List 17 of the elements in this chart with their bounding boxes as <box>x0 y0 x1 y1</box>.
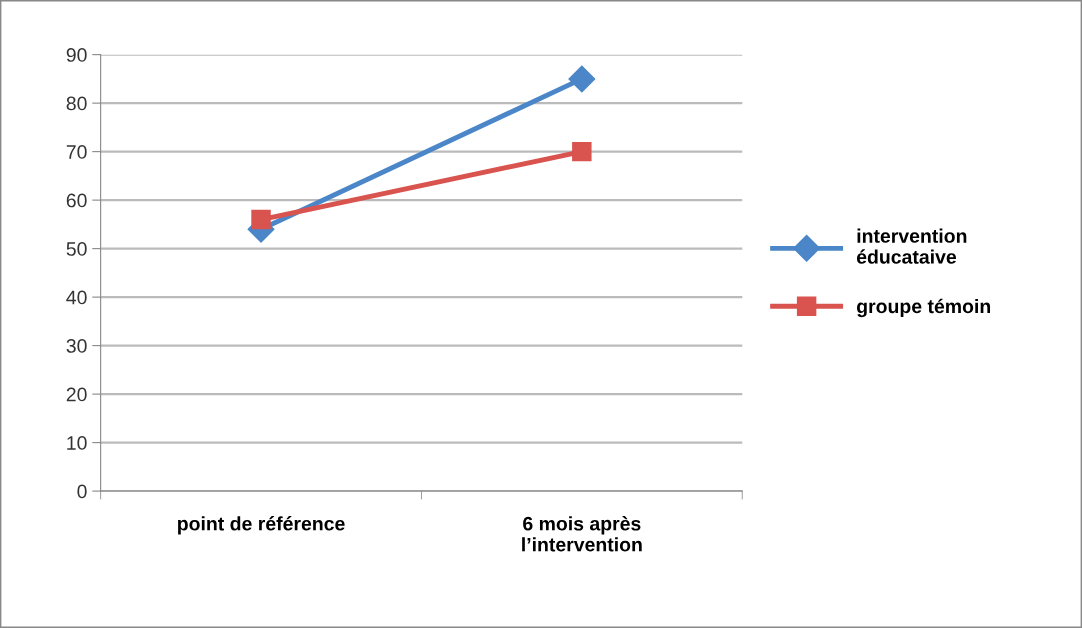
y-tick-label: 20 <box>66 387 87 402</box>
legend-label: groupe témoin <box>856 298 991 318</box>
y-tick-label: 70 <box>66 145 87 159</box>
point <box>568 65 596 93</box>
y-tick-label: 60 <box>66 193 87 208</box>
y-tick-label: 50 <box>66 242 87 256</box>
point <box>251 209 271 230</box>
y-tick-label: 90 <box>66 48 87 62</box>
point <box>572 141 592 162</box>
y-tick-label: 0 <box>77 484 87 499</box>
y-tick-label: 30 <box>66 339 87 353</box>
x-tick-label: 6 mois après l’intervention <box>522 516 642 552</box>
y-tick-label: 40 <box>66 290 87 305</box>
y-tick-label: 10 <box>67 436 87 450</box>
legend-label: intervention éducataive <box>856 228 967 264</box>
y-tick-label: 80 <box>66 96 87 111</box>
x-tick-label: point de référence <box>178 516 345 535</box>
